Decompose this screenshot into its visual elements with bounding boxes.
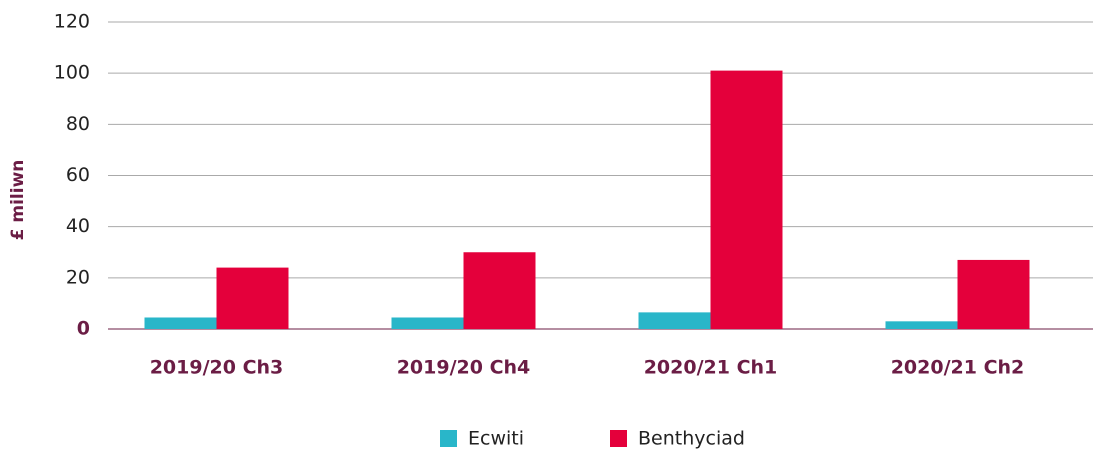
x-tick-label: 2019/20 Ch4 [397,357,531,379]
bar [710,70,783,329]
bar [463,252,536,329]
y-tick-label: 0 [77,318,90,340]
bar [885,321,958,329]
y-tick-label: 20 [66,266,90,288]
y-tick-label: 60 [66,164,90,186]
y-tick-label: 40 [66,215,90,237]
legend-swatch [440,430,457,447]
legend-swatch [610,430,627,447]
x-tick-label: 2020/21 Ch2 [891,357,1025,379]
bar [957,259,1030,329]
y-tick-label: 120 [54,11,90,33]
bar [144,317,217,329]
bar [391,317,464,329]
y-tick-label: 80 [66,113,90,135]
x-tick-label: 2019/20 Ch3 [150,357,284,379]
legend-label: Benthyciad [638,428,745,450]
x-tick-label: 2020/21 Ch1 [644,357,778,379]
bar [638,312,711,329]
y-axis-label: £ miliwn [8,160,28,241]
bar [216,267,289,329]
y-tick-label: 100 [54,62,90,84]
legend-label: Ecwiti [468,428,524,450]
